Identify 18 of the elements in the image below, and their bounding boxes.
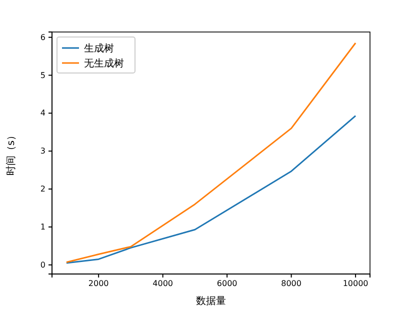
- x-tick-label: 2000: [88, 279, 109, 288]
- y-tick-label: 5: [40, 70, 46, 80]
- x-tick-label: 6000: [216, 279, 238, 288]
- legend-label: 生成树: [84, 42, 114, 54]
- y-tick-label: 4: [40, 108, 46, 118]
- y-tick-label: 2: [40, 184, 46, 194]
- x-tick-label: 8000: [281, 279, 302, 288]
- y-axis-title: 时间（s）: [5, 130, 17, 176]
- x-tick-label: 4000: [152, 279, 173, 288]
- x-axis-title: 数据量: [196, 295, 226, 307]
- y-tick-label: 1: [40, 222, 46, 232]
- x-tick-label: 10000: [342, 279, 368, 288]
- line-series: [66, 42, 356, 263]
- y-tick-label: 6: [40, 32, 46, 42]
- line-series: [66, 115, 356, 264]
- y-tick-label: 3: [40, 146, 46, 156]
- legend-label: 无生成树: [84, 58, 124, 70]
- y-tick-label: 0: [40, 260, 46, 270]
